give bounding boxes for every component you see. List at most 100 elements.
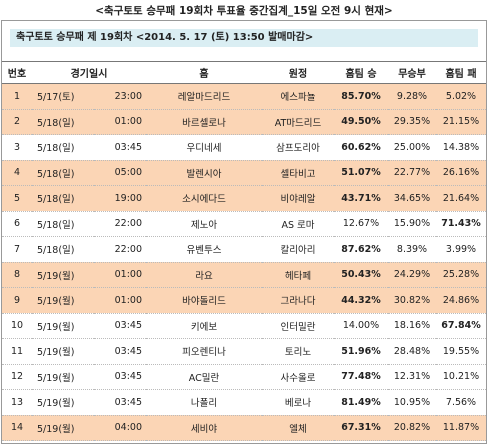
table-cell: 5/19(월) [32,313,94,339]
table-cell: 사수올로 [262,364,334,390]
table-cell: 5/19(월) [32,262,94,288]
table-row: 11 5/19(월) 03:45 피오렌티나 토리노 51.96% 28.48% 19.55% [2,338,486,365]
table-cell: 피오렌티나 [146,338,262,365]
table-cell: 8.39% [388,236,436,263]
table-cell: 20.82% [388,415,436,441]
table-cell: 34.65% [388,185,436,212]
table-box: 축구토토 승무패 제 19회차 <2014. 5. 17 (토) 13:50 발… [1,20,487,444]
column-header: 홈팀 승 [334,61,388,84]
table-cell: 그라나다 [262,287,334,314]
table-cell: 제노아 [146,211,262,237]
column-header: 번호 [2,61,32,84]
table-cell: 43.71% [334,185,388,212]
table-cell: 유벤투스 [146,236,262,263]
table-cell: 19:00 [94,185,146,212]
table-row: 7 5/18(일) 22:00 유벤투스 칼리아리 87.62% 8.39% 3.99% [2,236,486,263]
table-row: 1 5/17(토) 23:00 레알마드리드 에스파뇰 85.70% 9.28% 5.02% [2,83,486,110]
table-cell: 3.99% [436,236,486,263]
table-cell: 50.43% [334,262,388,288]
table-row: 10 5/19(월) 03:45 키에보 인터밀란 14.00% 18.16% 67.84% [2,313,486,339]
table-cell: 11.87% [436,415,486,441]
table-cell: 우디네세 [146,134,262,161]
column-header: 홈 [146,61,262,84]
table-cell: 03:45 [94,364,146,390]
table-cell: 5.02% [436,83,486,110]
title: <축구토토 승무패 19회차 투표율 중간집계_15일 오전 9시 현재> [95,5,393,17]
table-cell: 5/19(월) [32,338,94,365]
table: 번호 경기일시 홈 원정 홈팀 승 무승부 홈팀 패 1 5/17(토) 23:00 레알마드리드… [2,61,486,441]
table-cell: 19.55% [436,338,486,365]
table-cell: 03:45 [94,313,146,339]
table-cell: 3 [2,134,32,161]
table-cell: 29.35% [388,109,436,135]
table-cell: 5/19(월) [32,415,94,441]
table-cell: 9.28% [388,83,436,110]
table-cell: 5/18(일) [32,109,94,135]
table-cell: 10 [2,313,32,339]
table-cell: 03:45 [94,389,146,416]
table-cell: 5/19(월) [32,287,94,314]
table-cell: 레알마드리드 [146,83,262,110]
table-body: 1 5/17(토) 23:00 레알마드리드 에스파뇰 85.70% 9.28% 5.02% 2… [2,83,486,441]
table-row: 6 5/18(일) 22:00 제노아 AS 로마 12.67% 15.90% 71.43% [2,211,486,237]
column-header: 원정 [262,61,334,84]
table-cell: 22:00 [94,211,146,237]
column-header: 홈팀 패 [436,61,486,84]
table-cell: 8 [2,262,32,288]
table-cell: 나폴리 [146,389,262,416]
table-cell: 1 [2,83,32,110]
table-row: 12 5/19(월) 03:45 AC밀란 사수올로 77.48% 12.31% 10.21% [2,364,486,390]
column-header: 무승부 [388,61,436,84]
table-cell: 칼리아리 [262,236,334,263]
table-cell: 바야돌리드 [146,287,262,314]
table-cell: 세비야 [146,415,262,441]
table-cell: 키에보 [146,313,262,339]
table-cell: 81.49% [334,389,388,416]
table-cell: 2 [2,109,32,135]
table-cell: 5/19(월) [32,389,94,416]
table-cell: 13 [2,389,32,416]
table-cell: 14.38% [436,134,486,161]
table-cell: 22:00 [94,236,146,263]
table-cell: 12.67% [334,211,388,237]
table-cell: 셀타비고 [262,160,334,186]
table-cell: 7 [2,236,32,263]
table-cell: 베로나 [262,389,334,416]
table-cell: 발렌시아 [146,160,262,186]
table-cell: 22.77% [388,160,436,186]
table-row: 14 5/19(월) 04:00 세비야 엘체 67.31% 20.82% 11.87% [2,415,486,441]
table-cell: 4 [2,160,32,186]
table-cell: 01:00 [94,262,146,288]
table-cell: 5/18(일) [32,160,94,186]
table-cell: 5/19(월) [32,364,94,390]
table-cell: 10.21% [436,364,486,390]
table-cell: 9 [2,287,32,314]
table-cell: 에스파뇰 [262,83,334,110]
table-cell: 7.56% [436,389,486,416]
table-cell: 85.70% [334,83,388,110]
table-cell: 87.62% [334,236,388,263]
table-cell: 44.32% [334,287,388,314]
table-cell: 5 [2,185,32,212]
table-cell: 26.16% [436,160,486,186]
table-row: 9 5/19(월) 01:00 바야돌리드 그라나다 44.32% 30.82% 24.86% [2,287,486,314]
table-cell: 03:45 [94,338,146,365]
table-cell: 5/18(일) [32,185,94,212]
table-cell: 헤타페 [262,262,334,288]
table-row: 3 5/18(일) 03:45 우디네세 삼프도리아 60.62% 25.00% 14.38% [2,134,486,161]
table-cell: 14 [2,415,32,441]
table-cell: 삼프도리아 [262,134,334,161]
table-cell: 인터밀란 [262,313,334,339]
table-cell: 67.84% [436,313,486,339]
table-row: 8 5/19(월) 01:00 라요 헤타페 50.43% 24.29% 25.28% [2,262,486,288]
table-cell: 01:00 [94,287,146,314]
table-cell: 5/18(일) [32,134,94,161]
table-cell: 15.90% [388,211,436,237]
table-row: 2 5/18(일) 01:00 바르셀로나 AT마드리드 49.50% 29.35% 21.1… [2,109,486,135]
table-cell: 05:00 [94,160,146,186]
table-cell: 01:00 [94,109,146,135]
table-cell: 25.28% [436,262,486,288]
table-cell: 71.43% [436,211,486,237]
table-cell: AS 로마 [262,211,334,237]
